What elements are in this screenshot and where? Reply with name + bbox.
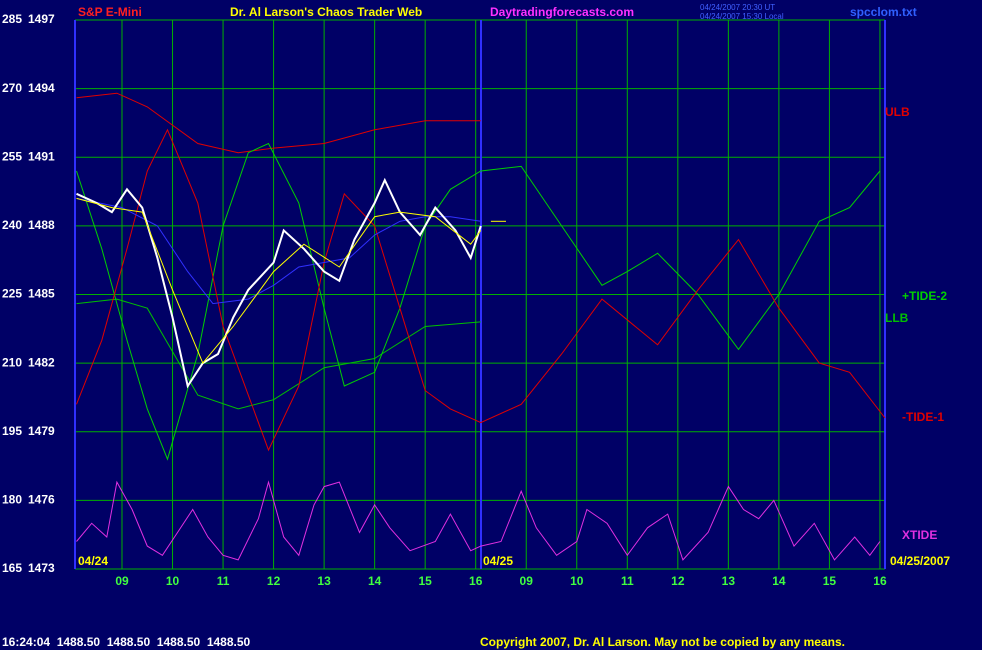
y-tick-label: 255 xyxy=(2,149,22,163)
y-tick-label: 225 xyxy=(2,287,22,301)
x-tick-label: 09 xyxy=(115,574,129,588)
y2-tick-label: 1497 xyxy=(28,12,55,26)
y2-tick-label: 1494 xyxy=(28,81,55,95)
y-tick-label: 210 xyxy=(2,355,22,369)
series-label: LLB xyxy=(885,311,909,325)
series-line xyxy=(76,298,481,410)
y2-tick-label: 1473 xyxy=(28,561,55,575)
y-tick-label: 165 xyxy=(2,561,22,575)
y2-tick-label: 1482 xyxy=(28,355,55,369)
x-tick-label: 16 xyxy=(469,574,483,588)
y2-tick-label: 1485 xyxy=(28,287,55,301)
series-label: -TIDE-1 xyxy=(902,410,944,424)
x-tick-label: 13 xyxy=(317,574,331,588)
y2-tick-label: 1479 xyxy=(28,424,55,438)
x-tick-label: 10 xyxy=(166,574,180,588)
series-line xyxy=(76,177,482,389)
series-label: XTIDE xyxy=(902,528,937,542)
status: 16:24:04 1488.50 1488.50 1488.50 1488.50 xyxy=(2,635,251,649)
series-line xyxy=(76,197,482,365)
y-tick-label: 285 xyxy=(2,12,22,26)
chart-title: Dr. Al Larson's Chaos Trader Web xyxy=(230,5,422,19)
series-label: +TIDE-2 xyxy=(902,289,947,303)
x-tick-label: 13 xyxy=(722,574,736,588)
x-tick-label: 12 xyxy=(267,574,281,588)
x-tick-label: 14 xyxy=(772,574,786,588)
x-tick-label: 12 xyxy=(671,574,685,588)
y-tick-label: 240 xyxy=(2,218,22,232)
series-line xyxy=(76,480,881,561)
x-tick-label: 14 xyxy=(368,574,382,588)
file-name: spcclom.txt xyxy=(850,5,917,19)
timestamp-local: 04/24/2007 15:30 Local xyxy=(700,12,784,21)
y2-tick-label: 1476 xyxy=(28,493,55,507)
x-tick-label: 10 xyxy=(570,574,584,588)
date-label: 04/24 xyxy=(78,554,108,568)
x-tick-label: 09 xyxy=(520,574,534,588)
series-line xyxy=(76,92,481,154)
series-label: ULB xyxy=(885,105,910,119)
copyright: Copyright 2007, Dr. Al Larson. May not b… xyxy=(480,635,845,649)
site: Daytradingforecasts.com xyxy=(490,5,634,19)
x-tick-label: 15 xyxy=(418,574,432,588)
y-tick-label: 180 xyxy=(2,493,22,507)
date-label: 04/25 xyxy=(483,554,513,568)
x-tick-label: 11 xyxy=(217,574,230,588)
series-line xyxy=(76,142,881,461)
series-line xyxy=(76,197,481,305)
series-line xyxy=(76,128,886,452)
y-tick-label: 270 xyxy=(2,81,22,95)
y2-tick-label: 1488 xyxy=(28,218,55,232)
date-label: 04/25/2007 xyxy=(890,554,950,568)
timestamp-ut: 04/24/2007 20:30 UT xyxy=(700,3,775,12)
x-tick-label: 15 xyxy=(823,574,837,588)
y2-tick-label: 1491 xyxy=(28,149,55,163)
x-tick-label: 16 xyxy=(873,574,887,588)
instrument: S&P E-Mini xyxy=(78,5,142,19)
x-tick-label: 11 xyxy=(621,574,634,588)
y-tick-label: 195 xyxy=(2,424,22,438)
